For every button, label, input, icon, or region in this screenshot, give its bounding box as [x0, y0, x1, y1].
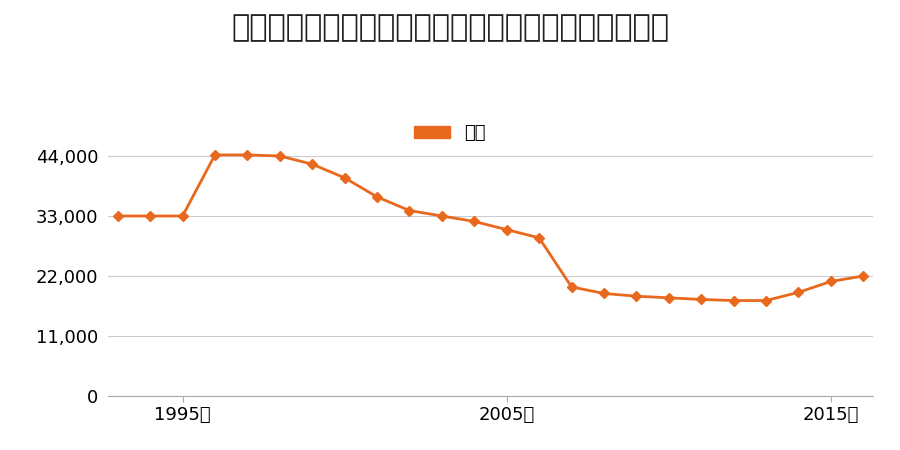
Text: 宮城県牡鹿郡女川町女川浜字女川１３９番の地価推移: 宮城県牡鹿郡女川町女川浜字女川１３９番の地価推移	[231, 14, 669, 42]
Legend: 価格: 価格	[407, 117, 493, 149]
